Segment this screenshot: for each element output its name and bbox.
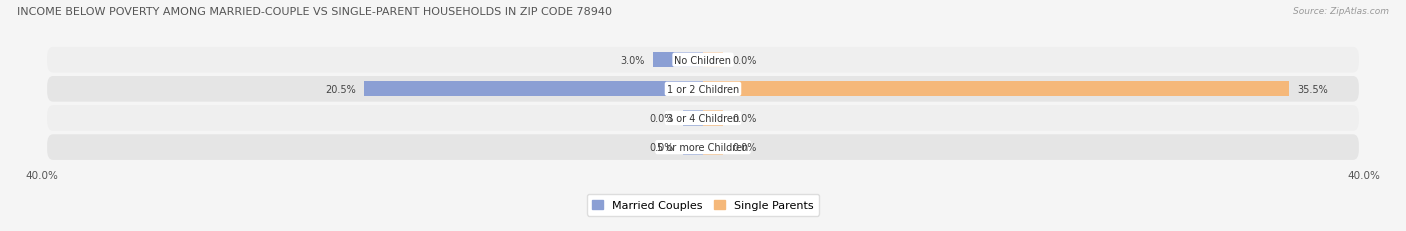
Bar	[654, 53, 703, 68]
Text: 35.5%: 35.5%	[1298, 85, 1329, 94]
Bar	[703, 111, 723, 126]
Text: Source: ZipAtlas.com: Source: ZipAtlas.com	[1294, 7, 1389, 16]
Text: 0.0%: 0.0%	[650, 113, 673, 123]
Text: 3 or 4 Children: 3 or 4 Children	[666, 113, 740, 123]
FancyBboxPatch shape	[48, 48, 1358, 73]
Text: INCOME BELOW POVERTY AMONG MARRIED-COUPLE VS SINGLE-PARENT HOUSEHOLDS IN ZIP COD: INCOME BELOW POVERTY AMONG MARRIED-COUPL…	[17, 7, 612, 17]
Bar	[683, 140, 703, 155]
Text: 5 or more Children: 5 or more Children	[658, 143, 748, 152]
Text: 20.5%: 20.5%	[325, 85, 356, 94]
Text: 3.0%: 3.0%	[621, 55, 645, 65]
Text: 0.0%: 0.0%	[733, 55, 756, 65]
Text: 0.0%: 0.0%	[733, 113, 756, 123]
Text: 1 or 2 Children: 1 or 2 Children	[666, 85, 740, 94]
Bar	[683, 111, 703, 126]
Bar	[703, 53, 723, 68]
FancyBboxPatch shape	[48, 135, 1358, 160]
FancyBboxPatch shape	[48, 77, 1358, 102]
FancyBboxPatch shape	[48, 106, 1358, 131]
Bar	[703, 82, 1289, 97]
Bar	[364, 82, 703, 97]
Text: 0.0%: 0.0%	[733, 143, 756, 152]
Text: 0.0%: 0.0%	[650, 143, 673, 152]
Bar	[703, 140, 723, 155]
Text: No Children: No Children	[675, 55, 731, 65]
Legend: Married Couples, Single Parents: Married Couples, Single Parents	[586, 194, 820, 216]
